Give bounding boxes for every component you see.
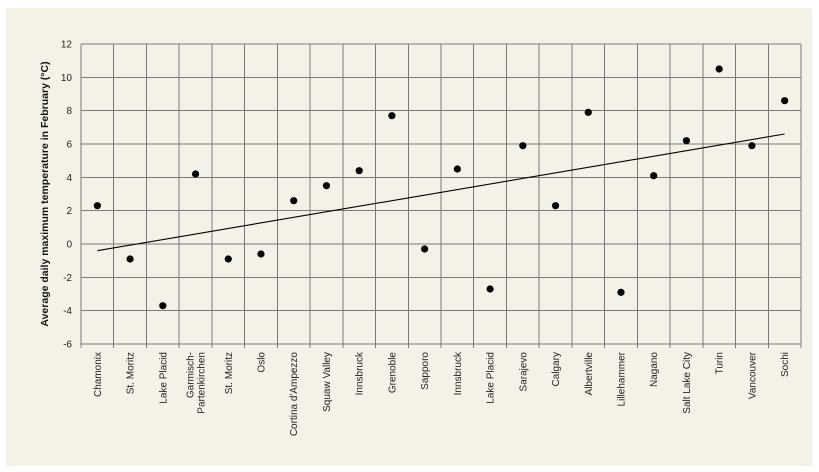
data-point	[781, 97, 789, 105]
data-point	[715, 65, 723, 73]
x-tick-label: Oslo	[257, 352, 268, 373]
y-tick-label: -2	[63, 273, 72, 284]
x-tick-label: Salt Lake City	[682, 352, 693, 414]
trendline	[97, 133, 785, 252]
x-tick-label: Grenoble	[387, 352, 398, 394]
x-tick-labels: Chamonix St. Moritz Lake Placid Garmisch-Pa…	[93, 351, 791, 436]
x-tick-label: Calgary	[551, 352, 562, 386]
y-tick-labels: -6 -4 -2 0 2 4 6 8 10 12	[61, 40, 73, 351]
y-tick-label: 8	[66, 106, 72, 117]
x-tick-label: Turin	[715, 352, 726, 374]
x-tick-label: Garmisch-Partenkirchen	[186, 352, 208, 414]
data-point	[355, 167, 363, 175]
data-point	[486, 285, 494, 293]
data-point	[519, 142, 527, 150]
data-point	[257, 250, 265, 258]
data-point	[453, 165, 461, 173]
x-tick-label: Nagano	[649, 352, 660, 387]
x-tick-label: St. Moritz	[224, 352, 235, 394]
y-tick-label: 4	[66, 173, 72, 184]
data-point	[159, 302, 167, 310]
y-tick-label: -6	[63, 340, 72, 351]
data-point	[584, 108, 592, 116]
trendline-layer	[97, 133, 785, 252]
data-point	[191, 170, 200, 178]
y-tick-label: 6	[66, 140, 72, 151]
data-point	[388, 112, 396, 120]
x-tick-label: Cortina d'Ampezzo	[289, 352, 300, 437]
x-tick-label: Albertville	[584, 352, 595, 396]
data-point	[650, 172, 658, 180]
x-tick-label: St. Moritz	[126, 352, 137, 394]
x-tick-label: Vancouver	[747, 351, 758, 399]
x-tick-label: Lake Placid	[158, 352, 169, 404]
x-tick-label: Sapporo	[420, 352, 431, 390]
x-tick-label: Innsbruck	[355, 351, 366, 395]
y-axis-label: Average daily maximum temperature in Feb…	[39, 61, 51, 326]
data-point	[93, 202, 101, 210]
y-tick-label: 0	[66, 240, 72, 251]
y-tick-label: 12	[61, 40, 73, 51]
data-points	[93, 65, 789, 310]
x-tick-label: Lillehammer	[617, 351, 628, 406]
chart-background	[6, 8, 812, 466]
data-point	[617, 288, 625, 296]
y-tick-label: 2	[66, 206, 72, 217]
data-point	[224, 255, 232, 263]
data-point	[126, 255, 134, 263]
data-point	[682, 137, 691, 145]
y-tick-label: 10	[61, 73, 73, 84]
grid	[80, 43, 802, 348]
data-point	[421, 245, 429, 253]
y-tick-label: -4	[63, 306, 72, 317]
x-tick-label: Sochi	[780, 352, 791, 377]
data-point	[551, 202, 560, 210]
x-tick-label: Chamonix	[93, 352, 104, 397]
x-tick-label: Innsbruck	[453, 351, 464, 395]
x-tick-label: Sarajevo	[518, 352, 529, 392]
data-point	[290, 197, 298, 205]
x-tick-label: Lake Placid	[486, 352, 497, 404]
data-point	[322, 182, 331, 190]
x-tick-label: Squaw Valley	[322, 352, 333, 412]
data-point	[748, 142, 756, 150]
